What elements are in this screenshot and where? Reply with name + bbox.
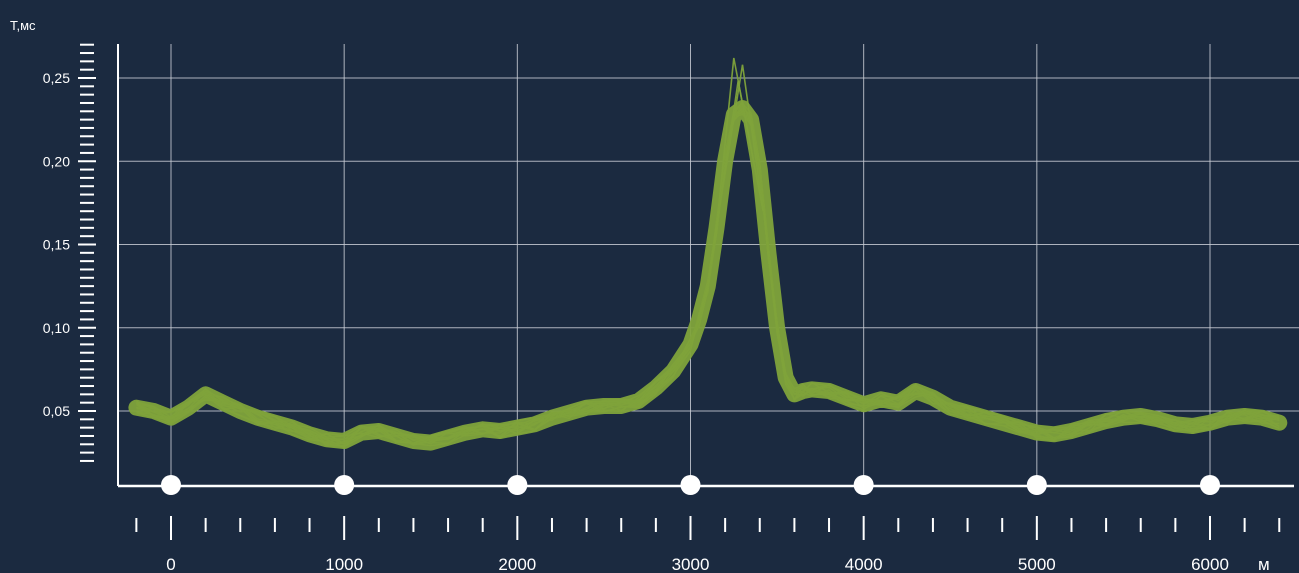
y-tick-label: 0,20 (43, 153, 70, 169)
x-marker-dot (334, 475, 355, 495)
x-marker-dot (680, 475, 701, 495)
x-tick-label: 4000 (845, 555, 883, 573)
x-marker-dot (853, 475, 874, 495)
x-tick-label: 0 (166, 555, 175, 573)
y-tick-label: 0,25 (43, 70, 70, 86)
y-tick-label: 0,10 (43, 320, 70, 336)
x-markers (161, 475, 1220, 495)
x-marker-dot (1200, 475, 1220, 495)
x-tick-label: 3000 (672, 555, 710, 573)
x-marker-dot (1026, 475, 1047, 495)
x-axis-unit: м (1258, 555, 1270, 573)
series-peak-trace (715, 81, 764, 229)
minor-ticks (80, 43, 1281, 540)
x-tick-label: 2000 (498, 555, 536, 573)
x-tick-label: 1000 (325, 555, 363, 573)
y-tick-label: 0,05 (43, 403, 70, 419)
x-marker-dot (507, 475, 528, 495)
x-tick-label: 5000 (1018, 555, 1056, 573)
series-group (128, 57, 1288, 451)
y-axis-title: T,мс (10, 18, 36, 33)
y-tick-label: 0,15 (43, 237, 70, 253)
axes (117, 44, 1294, 488)
tick-labels: 0,05 0,10 0,15 0,20 0,25 0 1000 2000 3000 4000 500… (43, 70, 1229, 573)
x-tick-label: 6000 (1191, 555, 1229, 573)
x-marker-dot (161, 475, 181, 495)
